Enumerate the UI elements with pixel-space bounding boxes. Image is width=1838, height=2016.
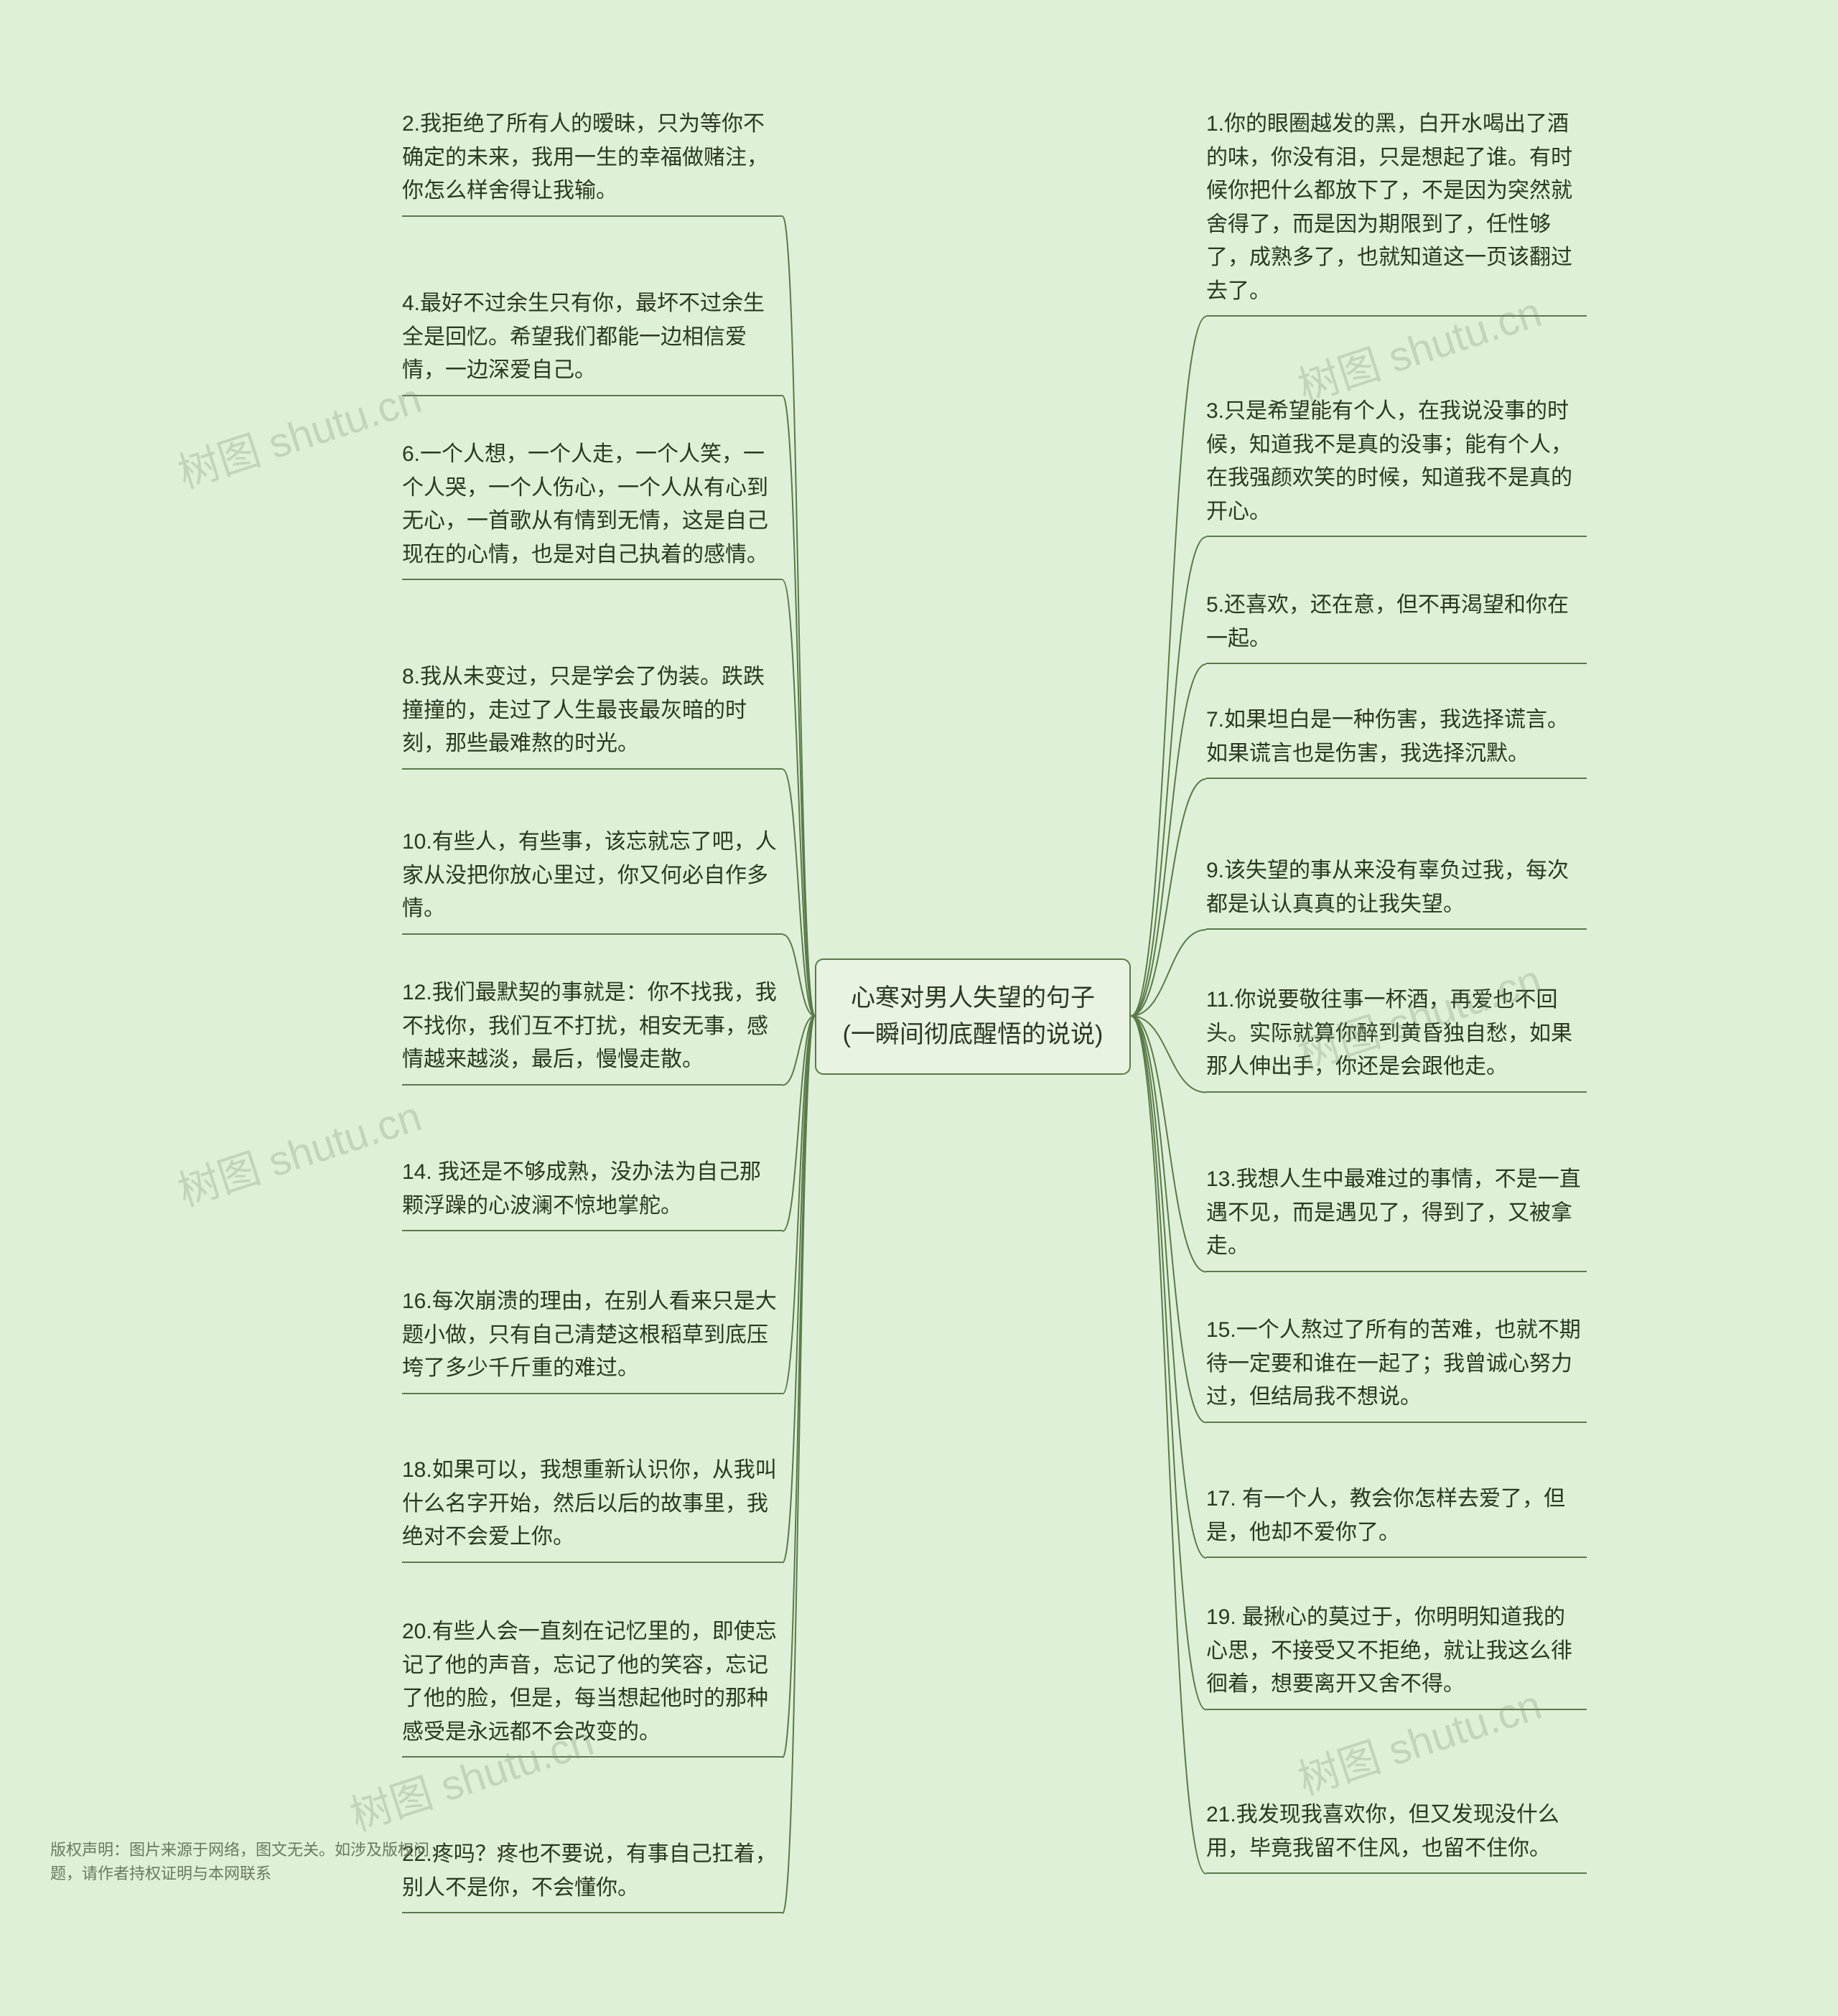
- connector: [783, 1016, 815, 1086]
- leaf-label: 3.只是希望能有个人，在我说没事的时候，知道我不是真的没事；能有个人，在我强颜欢…: [1206, 399, 1572, 523]
- connector: [1131, 1016, 1206, 1710]
- leaf-node: 12.我们最默契的事就是：你不找我，我不找你，我们互不打扰，相安无事，感情越来越…: [402, 976, 783, 1086]
- leaf-label: 16.每次崩溃的理由，在别人看来只是大题小做，只有自己清楚这根稻草到底压垮了多少…: [402, 1289, 777, 1380]
- leaf-node: 18.如果可以，我想重新认识你，从我叫什么名字开始，然后以后的故事里，我绝对不会…: [402, 1454, 783, 1563]
- leaf-node: 10.有些人，有些事，该忘就忘了吧，人家从没把你放心里过，你又何必自作多情。: [402, 826, 783, 935]
- mindmap-canvas: 心寒对男人失望的句子(一瞬间彻底醒悟的说说) 2.我拒绝了所有人的暧昧，只为等你…: [0, 0, 1838, 2016]
- leaf-label: 8.我从未变过，只是学会了伪装。跌跌撞撞的，走过了人生最丧最灰暗的时刻，那些最难…: [402, 665, 765, 755]
- leaf-node: 17. 有一个人，教会你怎样去爱了，但是，他却不爱你了。: [1206, 1483, 1587, 1558]
- leaf-node: 7.如果坦白是一种伤害，我选择谎言。如果谎言也是伤害，我选择沉默。: [1206, 704, 1587, 779]
- leaf-label: 11.你说要敬往事一杯酒，再爱也不回头。实际就算你醉到黄昏独自愁，如果那人伸出手…: [1206, 988, 1572, 1078]
- connector: [1131, 664, 1206, 1016]
- leaf-node: 8.我从未变过，只是学会了伪装。跌跌撞撞的，走过了人生最丧最灰暗的时刻，那些最难…: [402, 661, 783, 770]
- leaf-label: 13.我想人生中最难过的事情，不是一直遇不见，而是遇见了，得到了，又被拿走。: [1206, 1167, 1581, 1258]
- connector: [783, 580, 815, 1016]
- leaf-label: 21.我发现我喜欢你，但又发现没什么用，毕竟我留不住风，也留不住你。: [1206, 1803, 1559, 1860]
- center-label: 心寒对男人失望的句子(一瞬间彻底醒悟的说说): [843, 984, 1104, 1048]
- connector: [1131, 930, 1206, 1016]
- center-node: 心寒对男人失望的句子(一瞬间彻底醒悟的说说): [815, 958, 1131, 1075]
- leaf-node: 20.有些人会一直刻在记忆里的，即使忘记了他的声音，忘记了他的笑容，忘记了他的脸…: [402, 1615, 783, 1758]
- connector: [783, 1016, 815, 1758]
- connector: [1131, 1016, 1206, 1423]
- connector: [1131, 1016, 1206, 1558]
- connector: [1131, 537, 1206, 1016]
- leaf-label: 18.如果可以，我想重新认识你，从我叫什么名字开始，然后以后的故事里，我绝对不会…: [402, 1458, 777, 1549]
- footer-note: 版权声明：图片来源于网络，图文无关。如涉及版权问题，请作者持权证明与本网联系: [50, 1838, 452, 1885]
- connector: [783, 1016, 815, 1394]
- leaf-node: 4.最好不过余生只有你，最坏不过余生全是回忆。希望我们都能一边相信爱情，一边深爱…: [402, 287, 783, 396]
- leaf-label: 17. 有一个人，教会你怎样去爱了，但是，他却不爱你了。: [1206, 1487, 1565, 1544]
- leaf-label: 10.有些人，有些事，该忘就忘了吧，人家从没把你放心里过，你又何必自作多情。: [402, 830, 777, 920]
- connector: [783, 1016, 815, 1913]
- leaf-node: 15.一个人熬过了所有的苦难，也就不期待一定要和谁在一起了；我曾诚心努力过，但结…: [1206, 1314, 1587, 1423]
- leaf-label: 1.你的眼圈越发的黑，白开水喝出了酒的味，你没有泪，只是想起了谁。有时候你把什么…: [1206, 112, 1572, 303]
- leaf-label: 4.最好不过余生只有你，最坏不过余生全是回忆。希望我们都能一边相信爱情，一边深爱…: [402, 291, 765, 382]
- connector: [1131, 1016, 1206, 1272]
- leaf-label: 14. 我还是不够成熟，没办法为自己那颗浮躁的心波澜不惊地掌舵。: [402, 1160, 761, 1218]
- connector: [783, 1016, 815, 1563]
- leaf-label: 15.一个人熬过了所有的苦难，也就不期待一定要和谁在一起了；我曾诚心努力过，但结…: [1206, 1318, 1581, 1409]
- leaf-node: 5.还喜欢，还在意，但不再渴望和你在一起。: [1206, 589, 1587, 664]
- leaf-node: 16.每次崩溃的理由，在别人看来只是大题小做，只有自己清楚这根稻草到底压垮了多少…: [402, 1285, 783, 1394]
- leaf-label: 19. 最揪心的莫过于，你明明知道我的心思，不接受又不拒绝，就让我这么徘徊着，想…: [1206, 1605, 1572, 1696]
- leaf-node: 13.我想人生中最难过的事情，不是一直遇不见，而是遇见了，得到了，又被拿走。: [1206, 1163, 1587, 1272]
- leaf-node: 1.你的眼圈越发的黑，白开水喝出了酒的味，你没有泪，只是想起了谁。有时候你把什么…: [1206, 108, 1587, 317]
- leaf-node: 21.我发现我喜欢你，但又发现没什么用，毕竟我留不住风，也留不住你。: [1206, 1798, 1587, 1874]
- connector: [783, 1016, 815, 1231]
- leaf-node: 14. 我还是不够成熟，没办法为自己那颗浮躁的心波澜不惊地掌舵。: [402, 1156, 783, 1231]
- leaf-label: 7.如果坦白是一种伤害，我选择谎言。如果谎言也是伤害，我选择沉默。: [1206, 708, 1569, 765]
- leaf-label: 12.我们最默契的事就是：你不找我，我不找你，我们互不打扰，相安无事，感情越来越…: [402, 981, 777, 1071]
- watermark: 树图 shutu.cn: [169, 1083, 428, 1218]
- connector: [783, 396, 815, 1017]
- leaf-label: 22.疼吗？疼也不要说，有事自己扛着，别人不是你，不会懂你。: [402, 1842, 777, 1900]
- leaf-node: 19. 最揪心的莫过于，你明明知道我的心思，不接受又不拒绝，就让我这么徘徊着，想…: [1206, 1601, 1587, 1710]
- footer-text: 版权声明：图片来源于网络，图文无关。如涉及版权问题，请作者持权证明与本网联系: [50, 1841, 429, 1882]
- leaf-label: 5.还喜欢，还在意，但不再渴望和你在一起。: [1206, 593, 1569, 650]
- leaf-node: 6.一个人想，一个人走，一个人笑，一个人哭，一个人伤心，一个人从有心到无心，一首…: [402, 438, 783, 580]
- connector: [783, 770, 815, 1017]
- leaf-label: 2.我拒绝了所有人的暧昧，只为等你不确定的未来，我用一生的幸福做赌注，你怎么样舍…: [402, 112, 768, 202]
- leaf-node: 3.只是希望能有个人，在我说没事的时候，知道我不是真的没事；能有个人，在我强颜欢…: [1206, 395, 1587, 537]
- watermark: 树图 shutu.cn: [169, 365, 428, 500]
- leaf-node: 2.我拒绝了所有人的暧昧，只为等你不确定的未来，我用一生的幸福做赌注，你怎么样舍…: [402, 108, 783, 217]
- connector: [1131, 1016, 1206, 1093]
- leaf-label: 6.一个人想，一个人走，一个人笑，一个人哭，一个人伤心，一个人从有心到无心，一首…: [402, 442, 768, 566]
- connector: [1131, 779, 1206, 1016]
- connector: [783, 935, 815, 1017]
- connector: [783, 217, 815, 1017]
- leaf-node: 22.疼吗？疼也不要说，有事自己扛着，别人不是你，不会懂你。: [402, 1838, 783, 1913]
- leaf-node: 9.该失望的事从来没有辜负过我，每次都是认认真真的让我失望。: [1206, 854, 1587, 930]
- leaf-label: 9.该失望的事从来没有辜负过我，每次都是认认真真的让我失望。: [1206, 859, 1569, 916]
- leaf-label: 20.有些人会一直刻在记忆里的，即使忘记了他的声音，忘记了他的笑容，忘记了他的脸…: [402, 1620, 777, 1744]
- leaf-node: 11.你说要敬往事一杯酒，再爱也不回头。实际就算你醉到黄昏独自愁，如果那人伸出手…: [1206, 984, 1587, 1093]
- connector: [1131, 1016, 1206, 1874]
- connector: [1131, 317, 1206, 1016]
